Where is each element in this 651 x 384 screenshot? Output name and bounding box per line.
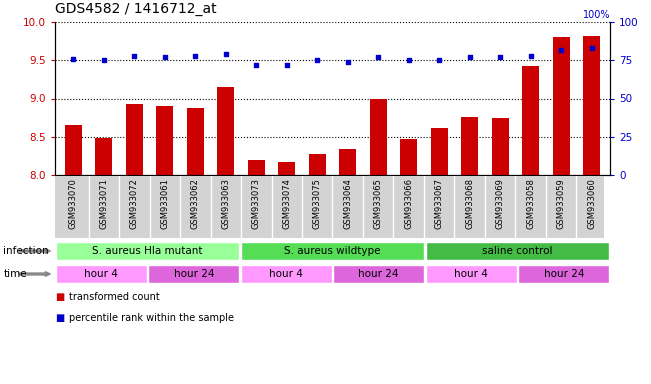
Bar: [248, 160, 265, 384]
Point: [159, 54, 170, 60]
Bar: [309, 154, 326, 384]
Bar: [55, 265, 147, 283]
Text: transformed count: transformed count: [69, 292, 160, 302]
Bar: [426, 265, 517, 283]
Text: S. aureus wildtype: S. aureus wildtype: [284, 246, 381, 256]
Text: S. aureus Hla mutant: S. aureus Hla mutant: [92, 246, 202, 256]
Bar: [187, 108, 204, 384]
Text: GSM933058: GSM933058: [526, 178, 535, 229]
Bar: [339, 149, 356, 384]
Point: [525, 53, 536, 59]
Text: GSM933075: GSM933075: [312, 178, 322, 229]
Bar: [241, 265, 332, 283]
Text: ■: ■: [55, 292, 64, 302]
Point: [251, 62, 262, 68]
Point: [190, 53, 201, 59]
Point: [129, 53, 139, 59]
Bar: [518, 265, 609, 283]
Text: GSM933067: GSM933067: [435, 178, 444, 229]
Point: [98, 57, 109, 63]
Text: percentile rank within the sample: percentile rank within the sample: [69, 313, 234, 323]
Text: GSM933072: GSM933072: [130, 178, 139, 229]
Bar: [426, 242, 609, 260]
Text: GSM933066: GSM933066: [404, 178, 413, 229]
Text: hour 24: hour 24: [544, 268, 584, 279]
Bar: [370, 99, 387, 384]
Point: [312, 57, 322, 63]
Text: hour 4: hour 4: [454, 268, 488, 279]
Text: hour 24: hour 24: [174, 268, 214, 279]
Bar: [333, 265, 424, 283]
Text: hour 4: hour 4: [270, 268, 303, 279]
Point: [556, 46, 566, 53]
Point: [221, 51, 231, 57]
Text: GSM933064: GSM933064: [343, 178, 352, 229]
Text: GSM933073: GSM933073: [252, 178, 261, 229]
Bar: [65, 125, 81, 384]
Point: [587, 45, 597, 51]
Bar: [55, 242, 240, 260]
Text: GDS4582 / 1416712_at: GDS4582 / 1416712_at: [55, 2, 217, 16]
Point: [465, 54, 475, 60]
Text: GSM933061: GSM933061: [160, 178, 169, 229]
Bar: [583, 36, 600, 384]
Point: [373, 54, 383, 60]
Point: [404, 57, 414, 63]
Point: [281, 62, 292, 68]
Bar: [96, 138, 112, 384]
Text: GSM933074: GSM933074: [283, 178, 291, 229]
Bar: [148, 265, 240, 283]
Point: [68, 56, 79, 62]
Bar: [279, 162, 295, 384]
Text: GSM933060: GSM933060: [587, 178, 596, 229]
Bar: [400, 139, 417, 384]
Bar: [431, 127, 448, 384]
Bar: [126, 104, 143, 384]
Point: [342, 59, 353, 65]
Bar: [241, 242, 424, 260]
Text: hour 24: hour 24: [359, 268, 399, 279]
Text: hour 4: hour 4: [85, 268, 118, 279]
Text: GSM933062: GSM933062: [191, 178, 200, 229]
Text: GSM933070: GSM933070: [69, 178, 78, 229]
Point: [495, 54, 505, 60]
Bar: [492, 118, 508, 384]
Text: saline control: saline control: [482, 246, 553, 256]
Bar: [156, 106, 173, 384]
Bar: [217, 87, 234, 384]
Text: GSM933071: GSM933071: [100, 178, 108, 229]
Text: GSM933063: GSM933063: [221, 178, 230, 229]
Point: [434, 57, 445, 63]
Text: GSM933069: GSM933069: [495, 178, 505, 229]
Text: time: time: [3, 269, 27, 279]
Bar: [462, 117, 478, 384]
Bar: [553, 37, 570, 384]
Text: 100%: 100%: [583, 10, 610, 20]
Text: infection: infection: [3, 246, 49, 256]
Text: GSM933068: GSM933068: [465, 178, 474, 229]
Text: GSM933059: GSM933059: [557, 178, 566, 228]
Text: GSM933065: GSM933065: [374, 178, 383, 229]
Bar: [522, 66, 539, 384]
Text: ■: ■: [55, 313, 64, 323]
